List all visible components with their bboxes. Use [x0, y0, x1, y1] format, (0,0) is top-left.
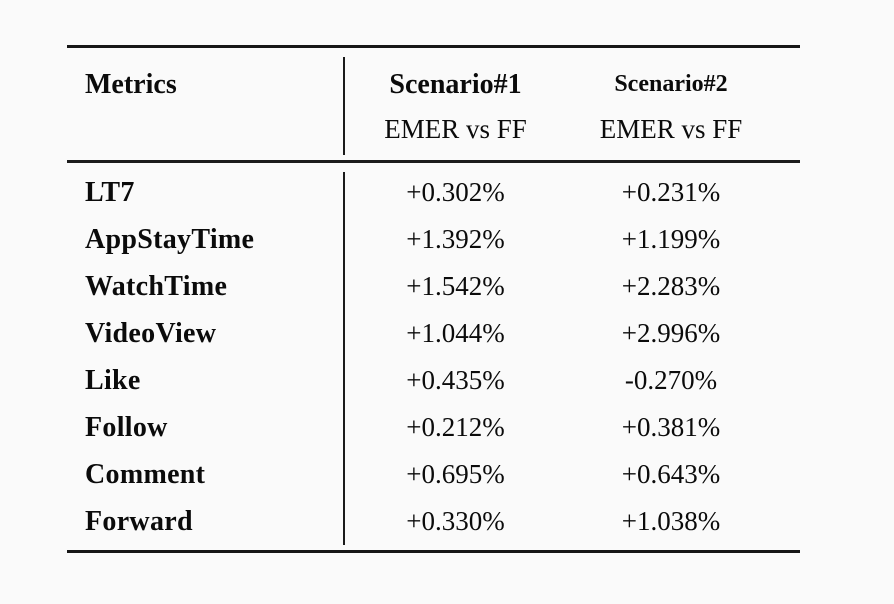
metric-label: Comment: [85, 459, 206, 490]
table-row: AppStayTime +1.392% +1.199%: [67, 216, 800, 263]
scenario2-title: Scenario#2: [614, 71, 728, 97]
scenario1-value: +0.330%: [406, 506, 505, 536]
metric-label: AppStayTime: [85, 224, 255, 255]
table-body: LT7 +0.302% +0.231% AppStayTime +1.392% …: [67, 163, 800, 550]
scenario1-value: +0.302%: [406, 177, 505, 207]
metric-label: VideoView: [85, 318, 217, 349]
scenario2-column-header: Scenario#2 EMER vs FF: [568, 62, 800, 160]
metric-label: Like: [85, 365, 141, 396]
scenario1-value: +1.044%: [406, 318, 505, 348]
bottom-rule: [67, 550, 800, 553]
table-row: Like +0.435% -0.270%: [67, 357, 800, 404]
top-rule: [67, 45, 800, 48]
table-row: Follow +0.212% +0.381%: [67, 404, 800, 451]
scenario1-value: +0.212%: [406, 412, 505, 442]
scenario2-value: -0.270%: [624, 365, 718, 395]
table-row: VideoView +1.044% +2.996%: [67, 310, 800, 357]
scenario2-value: +2.996%: [621, 318, 721, 348]
scenario2-value: +1.199%: [621, 224, 721, 254]
scenario1-value: +1.542%: [406, 271, 505, 301]
table-row: Forward +0.330% +1.038%: [67, 498, 800, 545]
metric-label: Forward: [85, 506, 193, 537]
scenario2-value: +0.381%: [621, 412, 721, 442]
metric-label: Follow: [85, 412, 168, 443]
scenario1-title: Scenario#1: [389, 69, 522, 100]
metric-label: WatchTime: [85, 271, 228, 302]
table-row: WatchTime +1.542% +2.283%: [67, 263, 800, 310]
metrics-column-header: Metrics: [85, 69, 177, 100]
scenario1-value: +0.695%: [406, 459, 505, 489]
results-table: Metrics Scenario#1 EMER vs FF Scenario#2…: [67, 45, 800, 553]
column-divider-body: [343, 172, 345, 545]
scenario2-value: +2.283%: [621, 271, 721, 301]
metric-label: LT7: [85, 177, 135, 208]
scenario2-value: +1.038%: [621, 506, 721, 536]
table-row: LT7 +0.302% +0.231%: [67, 169, 800, 216]
scenario1-column-header: Scenario#1 EMER vs FF: [343, 62, 568, 160]
mid-rule: [67, 160, 800, 163]
scenario1-value: +1.392%: [406, 224, 505, 254]
table-header: Metrics Scenario#1 EMER vs FF Scenario#2…: [67, 48, 800, 160]
scenario2-value: +0.231%: [621, 177, 721, 207]
table-row: Comment +0.695% +0.643%: [67, 451, 800, 498]
scenario1-subtitle: EMER vs FF: [384, 114, 527, 144]
scenario1-value: +0.435%: [406, 365, 505, 395]
scenario2-value: +0.643%: [621, 459, 721, 489]
column-divider-header: [343, 57, 345, 155]
scenario2-subtitle: EMER vs FF: [599, 114, 743, 144]
